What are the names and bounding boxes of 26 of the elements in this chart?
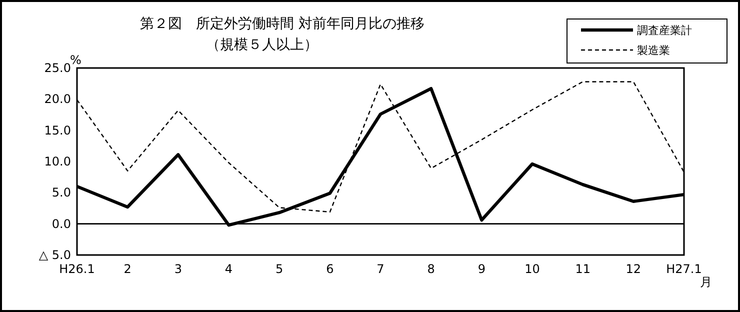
legend-label: 調査産業計 xyxy=(637,24,692,37)
chart-title: 第２図 所定外労働時間 対前年同月比の推移 xyxy=(140,16,424,32)
x-tick-label: 12 xyxy=(626,262,642,276)
x-tick-label: H26.1 xyxy=(59,262,95,276)
x-tick-label: 11 xyxy=(575,262,590,276)
x-tick-label: H27.1 xyxy=(666,262,702,276)
x-tick-label: 9 xyxy=(478,262,486,276)
x-tick-label: 4 xyxy=(224,262,233,276)
x-axis-title: 月 xyxy=(700,275,712,289)
x-tick-label: 10 xyxy=(524,262,540,276)
y-axis-title: % xyxy=(70,53,82,67)
x-tick-label: 3 xyxy=(174,262,182,276)
y-tick-label: 15.0 xyxy=(44,123,71,138)
y-tick-label: 20.0 xyxy=(44,92,71,106)
y-tick-label: △ 5.0 xyxy=(38,248,71,262)
x-tick-label: 5 xyxy=(276,262,284,276)
x-tick-label: 6 xyxy=(326,262,334,276)
y-tick-label: 25.0 xyxy=(44,61,71,75)
chart-subtitle: （規模５人以上） xyxy=(206,37,318,53)
x-tick-label: 2 xyxy=(124,262,132,276)
y-tick-label: 0.0 xyxy=(52,216,71,231)
y-tick-label: 10.0 xyxy=(44,154,71,168)
x-tick-label: 7 xyxy=(376,262,384,276)
y-tick-label: 5.0 xyxy=(52,186,71,200)
legend-label: 製造業 xyxy=(637,44,670,57)
x-tick-label: 8 xyxy=(427,262,435,276)
